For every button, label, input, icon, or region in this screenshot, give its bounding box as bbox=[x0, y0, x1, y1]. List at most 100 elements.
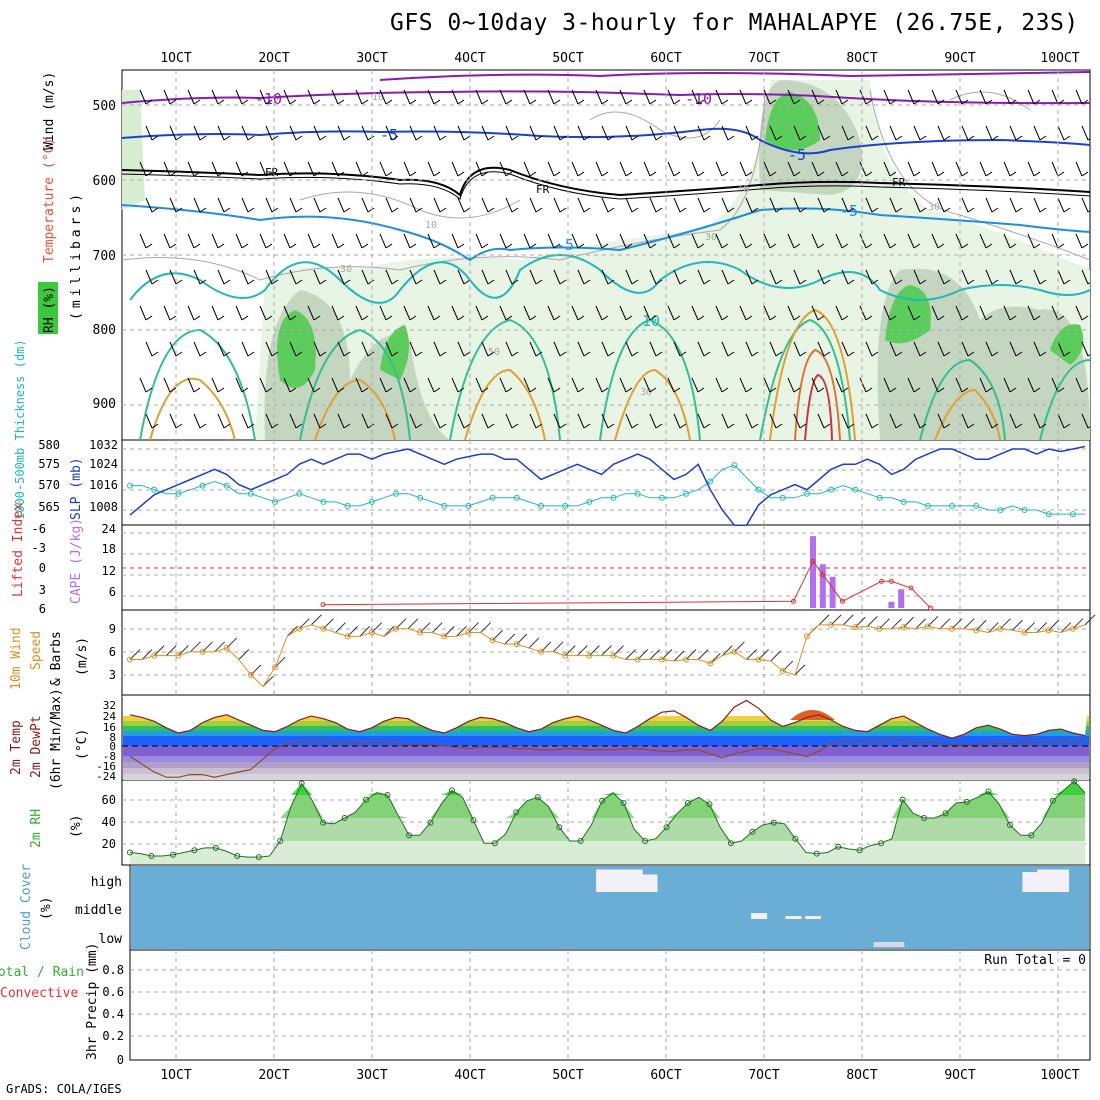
wind-barb-flag bbox=[481, 315, 489, 321]
wind-barb bbox=[1003, 377, 1011, 393]
wind-barb-flag bbox=[769, 99, 777, 105]
temp2m-series bbox=[122, 696, 1090, 780]
wind-barb bbox=[427, 377, 435, 393]
wind-barb-flag bbox=[649, 243, 657, 249]
wind-barb-flag bbox=[943, 423, 951, 429]
wind-barb-flag bbox=[991, 351, 999, 357]
wind-barb-flag bbox=[487, 135, 495, 141]
rh2m-line-point bbox=[491, 840, 498, 847]
wind-barb-flag bbox=[799, 207, 807, 213]
wind-barb-flag bbox=[145, 171, 153, 177]
wind-barb-flag bbox=[601, 243, 609, 249]
wind-barb-flag bbox=[505, 315, 513, 321]
wind-barb-flag bbox=[391, 135, 399, 141]
wind-barb-flag bbox=[751, 423, 759, 429]
wind-barb bbox=[907, 161, 915, 177]
wind-barb-flag bbox=[799, 423, 807, 429]
wind10-barb bbox=[818, 614, 830, 626]
wind-barb-flag bbox=[463, 207, 471, 213]
rh2m-line-point bbox=[878, 840, 885, 847]
wind-barb bbox=[931, 89, 939, 105]
thickness-line-point bbox=[900, 498, 907, 505]
wind-barb-flag bbox=[145, 387, 153, 393]
wind-barb bbox=[1003, 305, 1011, 321]
wind-barb-flag bbox=[385, 315, 393, 321]
wind-barb bbox=[481, 341, 489, 357]
wind-barb bbox=[547, 233, 555, 249]
wind-barb bbox=[529, 413, 537, 429]
y-tick-label: 12 bbox=[102, 564, 116, 578]
rh2m-line-point bbox=[727, 840, 734, 847]
wind-barb-flag bbox=[361, 387, 369, 393]
wind-barb bbox=[235, 161, 243, 177]
wind-barb-flag bbox=[865, 315, 873, 321]
wind-barb-flag bbox=[481, 171, 489, 177]
wind-barb bbox=[907, 377, 915, 393]
wind10-line-point bbox=[949, 625, 956, 632]
wind-barb-flag bbox=[409, 387, 417, 393]
wind-barb-flag bbox=[193, 243, 201, 249]
y-axis-label-speed: Speed bbox=[29, 631, 44, 670]
wind-barb bbox=[787, 161, 795, 177]
wind-barb bbox=[1081, 341, 1089, 357]
wind-barb bbox=[793, 197, 801, 213]
y-axis-label-rh2m: 2m RH bbox=[29, 809, 44, 848]
wind-barb-flag bbox=[775, 279, 783, 285]
wind-barb bbox=[745, 413, 753, 429]
wind-barb bbox=[337, 125, 345, 141]
wind-barb bbox=[745, 269, 753, 285]
wind-barb-flag bbox=[223, 423, 231, 429]
wind-barb-flag bbox=[289, 315, 297, 321]
wind-barb-flag bbox=[1009, 99, 1017, 105]
wind-barb-flag bbox=[361, 243, 369, 249]
wind-barb bbox=[859, 233, 867, 249]
thickness-line-point bbox=[417, 494, 424, 501]
wind10-line-point bbox=[586, 652, 593, 659]
wind10-barb bbox=[310, 614, 322, 626]
wind10-barb bbox=[528, 637, 540, 649]
wind-barb bbox=[673, 413, 681, 429]
wind-barb bbox=[385, 413, 393, 429]
wind-barb bbox=[1051, 377, 1059, 393]
wind-barb-flag bbox=[961, 387, 969, 393]
wind-barb-flag bbox=[799, 351, 807, 357]
wind-barb-flag bbox=[961, 99, 969, 105]
thickness-line-point bbox=[1069, 511, 1076, 518]
wind-barb-flag bbox=[337, 387, 345, 393]
wind-barb bbox=[379, 233, 387, 249]
wind-barb bbox=[955, 305, 963, 321]
wind-barb bbox=[361, 341, 369, 357]
rh-label: 10 bbox=[425, 220, 437, 231]
temp-contour-25 bbox=[794, 348, 841, 440]
wind-barb-flag bbox=[337, 171, 345, 177]
wind-barb-flag bbox=[1015, 351, 1023, 357]
wind10-line-point bbox=[199, 648, 206, 655]
thickness-ticks: 565 570 575 580 bbox=[38, 438, 60, 514]
wind-barb bbox=[1051, 305, 1059, 321]
wind-barb bbox=[145, 125, 153, 141]
wind-barb bbox=[787, 377, 795, 393]
wind-barb bbox=[1075, 377, 1083, 393]
panel-precip bbox=[129, 949, 1091, 1061]
wind-barb bbox=[1081, 125, 1089, 141]
temp-contour-5 bbox=[122, 204, 1090, 262]
wind-barb-flag bbox=[1015, 279, 1023, 285]
wind-barb bbox=[571, 161, 579, 177]
wind-barb bbox=[307, 89, 315, 105]
wind10-barb bbox=[842, 614, 854, 626]
thickness-line-point bbox=[1045, 511, 1052, 518]
wind-barb-flag bbox=[865, 99, 873, 105]
chart-title: GFS 0~10day 3-hourly for MAHALAPYE (26.7… bbox=[390, 10, 1079, 36]
wind-barb-flag bbox=[313, 243, 321, 249]
wind-barb bbox=[667, 89, 675, 105]
wind-barb-flag bbox=[1081, 243, 1089, 249]
rh2m-line-point bbox=[234, 852, 241, 859]
rh2m-line-point bbox=[706, 801, 713, 808]
wind-barb bbox=[745, 197, 753, 213]
wind-barb bbox=[667, 305, 675, 321]
wind-barb-flag bbox=[337, 315, 345, 321]
thickness-line-point bbox=[368, 498, 375, 505]
wind-barb bbox=[433, 413, 441, 429]
wind-barb bbox=[355, 233, 363, 249]
